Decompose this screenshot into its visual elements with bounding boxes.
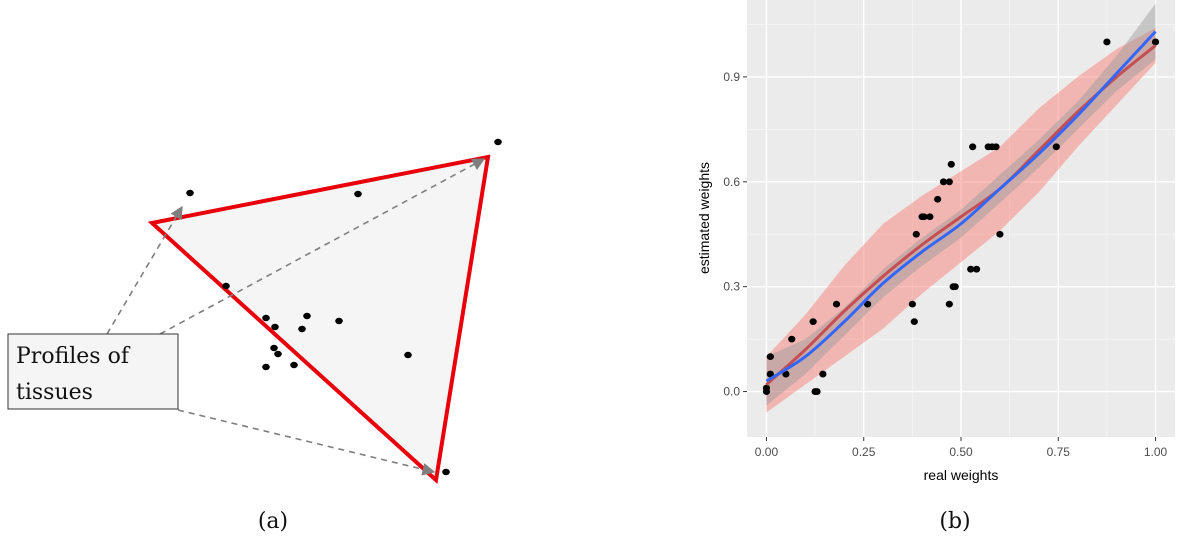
panel-a-point (186, 189, 194, 197)
panel-a-point (354, 190, 362, 198)
scatter-points (762, 38, 1160, 395)
panel-a-point (222, 282, 230, 290)
fit-line (765, 30, 1157, 383)
data-point (766, 353, 774, 360)
panel-a-point (335, 317, 343, 325)
data-point (788, 335, 796, 343)
data-point (864, 300, 872, 308)
panel-a-caption: (a) (258, 509, 288, 534)
y-tick-label: 0.3 (723, 280, 740, 294)
x-tick-label: 0.00 (755, 445, 779, 459)
data-point (920, 213, 928, 221)
panel-a-point (303, 312, 311, 320)
x-tick-label: 0.75 (1047, 445, 1071, 459)
data-point (766, 370, 774, 378)
data-point (947, 160, 955, 168)
data-point (762, 384, 771, 392)
data-point (972, 265, 981, 273)
x-tick-label: 1.00 (1144, 445, 1168, 459)
panel-a-point (404, 351, 412, 359)
data-point (926, 213, 934, 221)
tissue-profile-arrows (106, 158, 486, 476)
data-point (1103, 38, 1111, 46)
data-point (832, 300, 841, 308)
data-point (951, 283, 959, 291)
axis-ticks: 0.00 0.25 0.50 0.75 1.00 0.0 0.3 0.6 0.9 (723, 70, 1167, 459)
y-tick-label: 0.0 (723, 385, 740, 399)
panel-a: Profiles of tissues (a) (7, 138, 502, 534)
confidence-ribbon (766, 27, 1156, 413)
panel-a-points (186, 138, 502, 476)
panel-a-point (298, 325, 306, 333)
data-point (819, 370, 827, 378)
panel-a-point (271, 323, 279, 331)
panel-a-point (262, 363, 270, 371)
panel-b-caption: (b) (939, 509, 970, 534)
x-tick-label: 0.25 (852, 445, 876, 459)
data-point (934, 195, 942, 203)
fit-lines (765, 30, 1157, 386)
profiles-label-box (7, 333, 179, 410)
data-point (992, 143, 1000, 151)
panel-a-point (274, 350, 282, 358)
data-point (782, 370, 790, 378)
tissue-arrow (106, 205, 183, 335)
data-point (813, 388, 821, 395)
data-point (939, 178, 948, 186)
x-axis-label: real weights (924, 467, 999, 483)
panel-a-point (290, 361, 298, 369)
data-point (1151, 38, 1160, 46)
panel-a-point (494, 138, 502, 146)
y-tick-label: 0.6 (723, 175, 740, 189)
x-tick-label: 0.50 (949, 445, 973, 459)
profiles-label-line2: tissues (16, 380, 93, 405)
panel-a-point (262, 314, 270, 322)
data-point (910, 318, 918, 326)
confidence-ribbon (766, 3, 1156, 406)
data-point (1052, 143, 1060, 151)
simplex-triangle (147, 154, 491, 484)
data-point (908, 300, 916, 308)
profiles-label-line1: Profiles of (16, 344, 131, 369)
panel-a-point (270, 344, 278, 352)
data-point (996, 230, 1004, 238)
y-tick-label: 0.9 (723, 70, 740, 84)
y-axis-label: estimated weights (696, 162, 712, 274)
panel-b: 0.00 0.25 0.50 0.75 1.00 0.0 0.3 0.6 0.9 real we… (696, 0, 1175, 534)
data-point (809, 318, 817, 326)
data-point (945, 300, 953, 308)
data-point (945, 178, 953, 186)
data-point (912, 230, 920, 238)
grid-lines (747, 0, 1175, 437)
panel-a-point (442, 468, 450, 476)
data-point (967, 265, 975, 273)
data-point (969, 143, 977, 151)
confidence-ribbons (766, 3, 1156, 413)
